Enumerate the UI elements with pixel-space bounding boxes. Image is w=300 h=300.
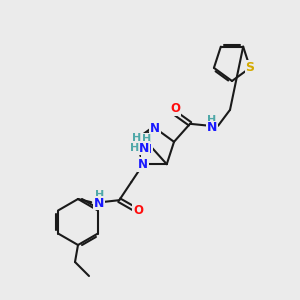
Text: N: N bbox=[139, 142, 149, 155]
Text: H: H bbox=[130, 143, 140, 153]
Text: H: H bbox=[94, 190, 104, 200]
Text: N: N bbox=[207, 121, 217, 134]
Text: H: H bbox=[207, 115, 217, 125]
Text: N: N bbox=[131, 135, 141, 148]
Text: N: N bbox=[150, 122, 160, 134]
Text: N: N bbox=[142, 143, 152, 156]
Text: H: H bbox=[142, 134, 152, 144]
Text: N: N bbox=[94, 197, 104, 210]
Text: S: S bbox=[246, 61, 255, 74]
Text: H: H bbox=[132, 133, 141, 143]
Text: N: N bbox=[138, 158, 148, 171]
Text: O: O bbox=[170, 102, 180, 115]
Text: O: O bbox=[133, 204, 143, 217]
